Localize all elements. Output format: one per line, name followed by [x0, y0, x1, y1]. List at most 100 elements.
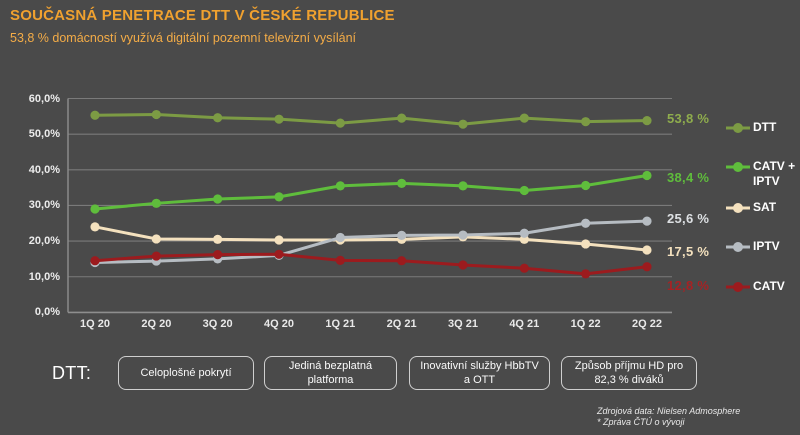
- x-axis-label: 1Q 21: [325, 318, 356, 330]
- x-axis-label: 2Q 20: [141, 318, 172, 330]
- legend-label: IPTV: [753, 239, 780, 253]
- series-point: [335, 181, 345, 191]
- legend-label: CATV + IPTV: [753, 159, 796, 188]
- series-point: [90, 110, 100, 120]
- series-line-catv-iptv: [93, 174, 649, 211]
- series-point: [581, 269, 591, 279]
- series-point: [213, 194, 223, 204]
- series-point: [274, 192, 284, 202]
- legend-label: SAT: [753, 200, 777, 214]
- series-line-iptv: [93, 219, 649, 264]
- page-subtitle: 53,8 % domácností využívá digitální poze…: [10, 31, 357, 45]
- series-point: [581, 239, 591, 249]
- x-axis-label: 3Q 20: [202, 318, 233, 330]
- series-end-label: 53,8 %: [667, 110, 710, 126]
- x-axis-label: 2Q 21: [386, 318, 417, 330]
- series-point: [397, 113, 407, 123]
- series-point: [642, 170, 652, 181]
- series-point: [151, 109, 161, 120]
- series-point: [581, 117, 591, 127]
- x-axis-label: 2Q 22: [631, 318, 662, 330]
- x-axis-label: 4Q 20: [264, 318, 294, 330]
- series-end-label: 17,5 %: [667, 244, 710, 259]
- series-line-sat: [93, 225, 649, 252]
- series-point: [642, 262, 652, 272]
- source-line-1: Zdrojová data: Nielsen Admosphere: [597, 406, 741, 416]
- series-point: [274, 235, 284, 245]
- y-axis-label: 50,0%: [28, 128, 60, 141]
- y-axis-label: 10,0%: [28, 270, 60, 283]
- legend-item: CATV + IPTV: [726, 159, 800, 189]
- info-box-hbbtv-ott: Inovativní služby HbbTV a OTT: [409, 356, 550, 390]
- series-end-label: 25,6 %: [667, 211, 710, 227]
- series-point: [581, 180, 591, 191]
- series-point: [335, 255, 345, 265]
- series-point: [458, 181, 468, 191]
- series-point: [642, 245, 652, 255]
- info-box-hd-share: Způsob příjmu HD pro 82,3 % diváků: [561, 356, 697, 390]
- legend-marker-icon: [726, 282, 750, 292]
- page-title: SOUČASNÁ PENETRACE DTT V ČESKÉ REPUBLICE: [10, 7, 395, 24]
- series-point: [151, 256, 161, 266]
- series-line-dtt: [93, 113, 649, 126]
- series-point: [642, 116, 652, 126]
- y-axis-label: 60,0%: [28, 92, 60, 105]
- legend-marker-icon: [726, 162, 750, 172]
- series-point: [213, 234, 223, 244]
- series-point: [274, 249, 284, 259]
- series-point: [458, 230, 468, 240]
- series-point: [274, 114, 284, 124]
- legend-item: DTT: [726, 120, 800, 135]
- series-point: [151, 251, 161, 261]
- x-axis-label: 3Q 21: [447, 318, 478, 330]
- series-point: [335, 235, 345, 245]
- series-point: [151, 198, 161, 208]
- series-point: [90, 222, 100, 232]
- series-point: [397, 256, 407, 266]
- series-point: [458, 232, 468, 242]
- series-point: [397, 234, 407, 244]
- series-point: [458, 260, 468, 270]
- y-axis-label: 0,0%: [34, 306, 60, 319]
- series-point: [213, 250, 223, 260]
- series-point: [519, 263, 529, 273]
- series-point: [642, 216, 652, 226]
- series-end-label: 38,4 %: [667, 169, 710, 185]
- legend-marker-icon: [726, 123, 750, 133]
- series-point: [397, 230, 407, 240]
- series-point: [397, 178, 407, 188]
- y-axis-label: 20,0%: [28, 235, 60, 248]
- x-axis-label: 4Q 21: [509, 318, 540, 330]
- series-point: [213, 113, 223, 123]
- series-point: [519, 228, 529, 238]
- y-axis-label: 30,0%: [28, 199, 60, 212]
- series-point: [151, 234, 161, 244]
- legend-label: CATV: [753, 279, 785, 293]
- dtt-caption: DTT:: [52, 363, 92, 383]
- series-point: [335, 232, 345, 243]
- legend-item: CATV: [726, 279, 800, 294]
- series-point: [519, 185, 529, 196]
- legend-item: IPTV: [726, 239, 800, 254]
- series-point: [274, 250, 284, 260]
- y-axis-label: 40,0%: [28, 163, 60, 176]
- x-axis-label: 1Q 22: [570, 318, 601, 330]
- source-note: Zdrojová data: Nielsen Admosphere * Zprá…: [597, 406, 740, 428]
- legend-label: DTT: [753, 120, 777, 134]
- series-point: [90, 204, 100, 214]
- source-line-2: * Zpráva ČTÚ o vývoji: [597, 417, 685, 427]
- series-end-label: 12,8 %: [667, 277, 710, 293]
- x-axis-label: 1Q 20: [80, 318, 110, 330]
- series-point: [458, 119, 468, 129]
- legend-item: SAT: [726, 200, 800, 215]
- series-point: [519, 234, 529, 244]
- info-box-free-platform: Jediná bezplatná platforma: [264, 356, 397, 390]
- series-point: [335, 118, 345, 128]
- info-box-coverage: Celoplošné pokrytí: [118, 356, 254, 390]
- legend-marker-icon: [726, 242, 750, 252]
- series-line-catv: [93, 252, 649, 276]
- series-point: [213, 254, 223, 264]
- series-point: [90, 256, 100, 266]
- series-point: [90, 257, 100, 268]
